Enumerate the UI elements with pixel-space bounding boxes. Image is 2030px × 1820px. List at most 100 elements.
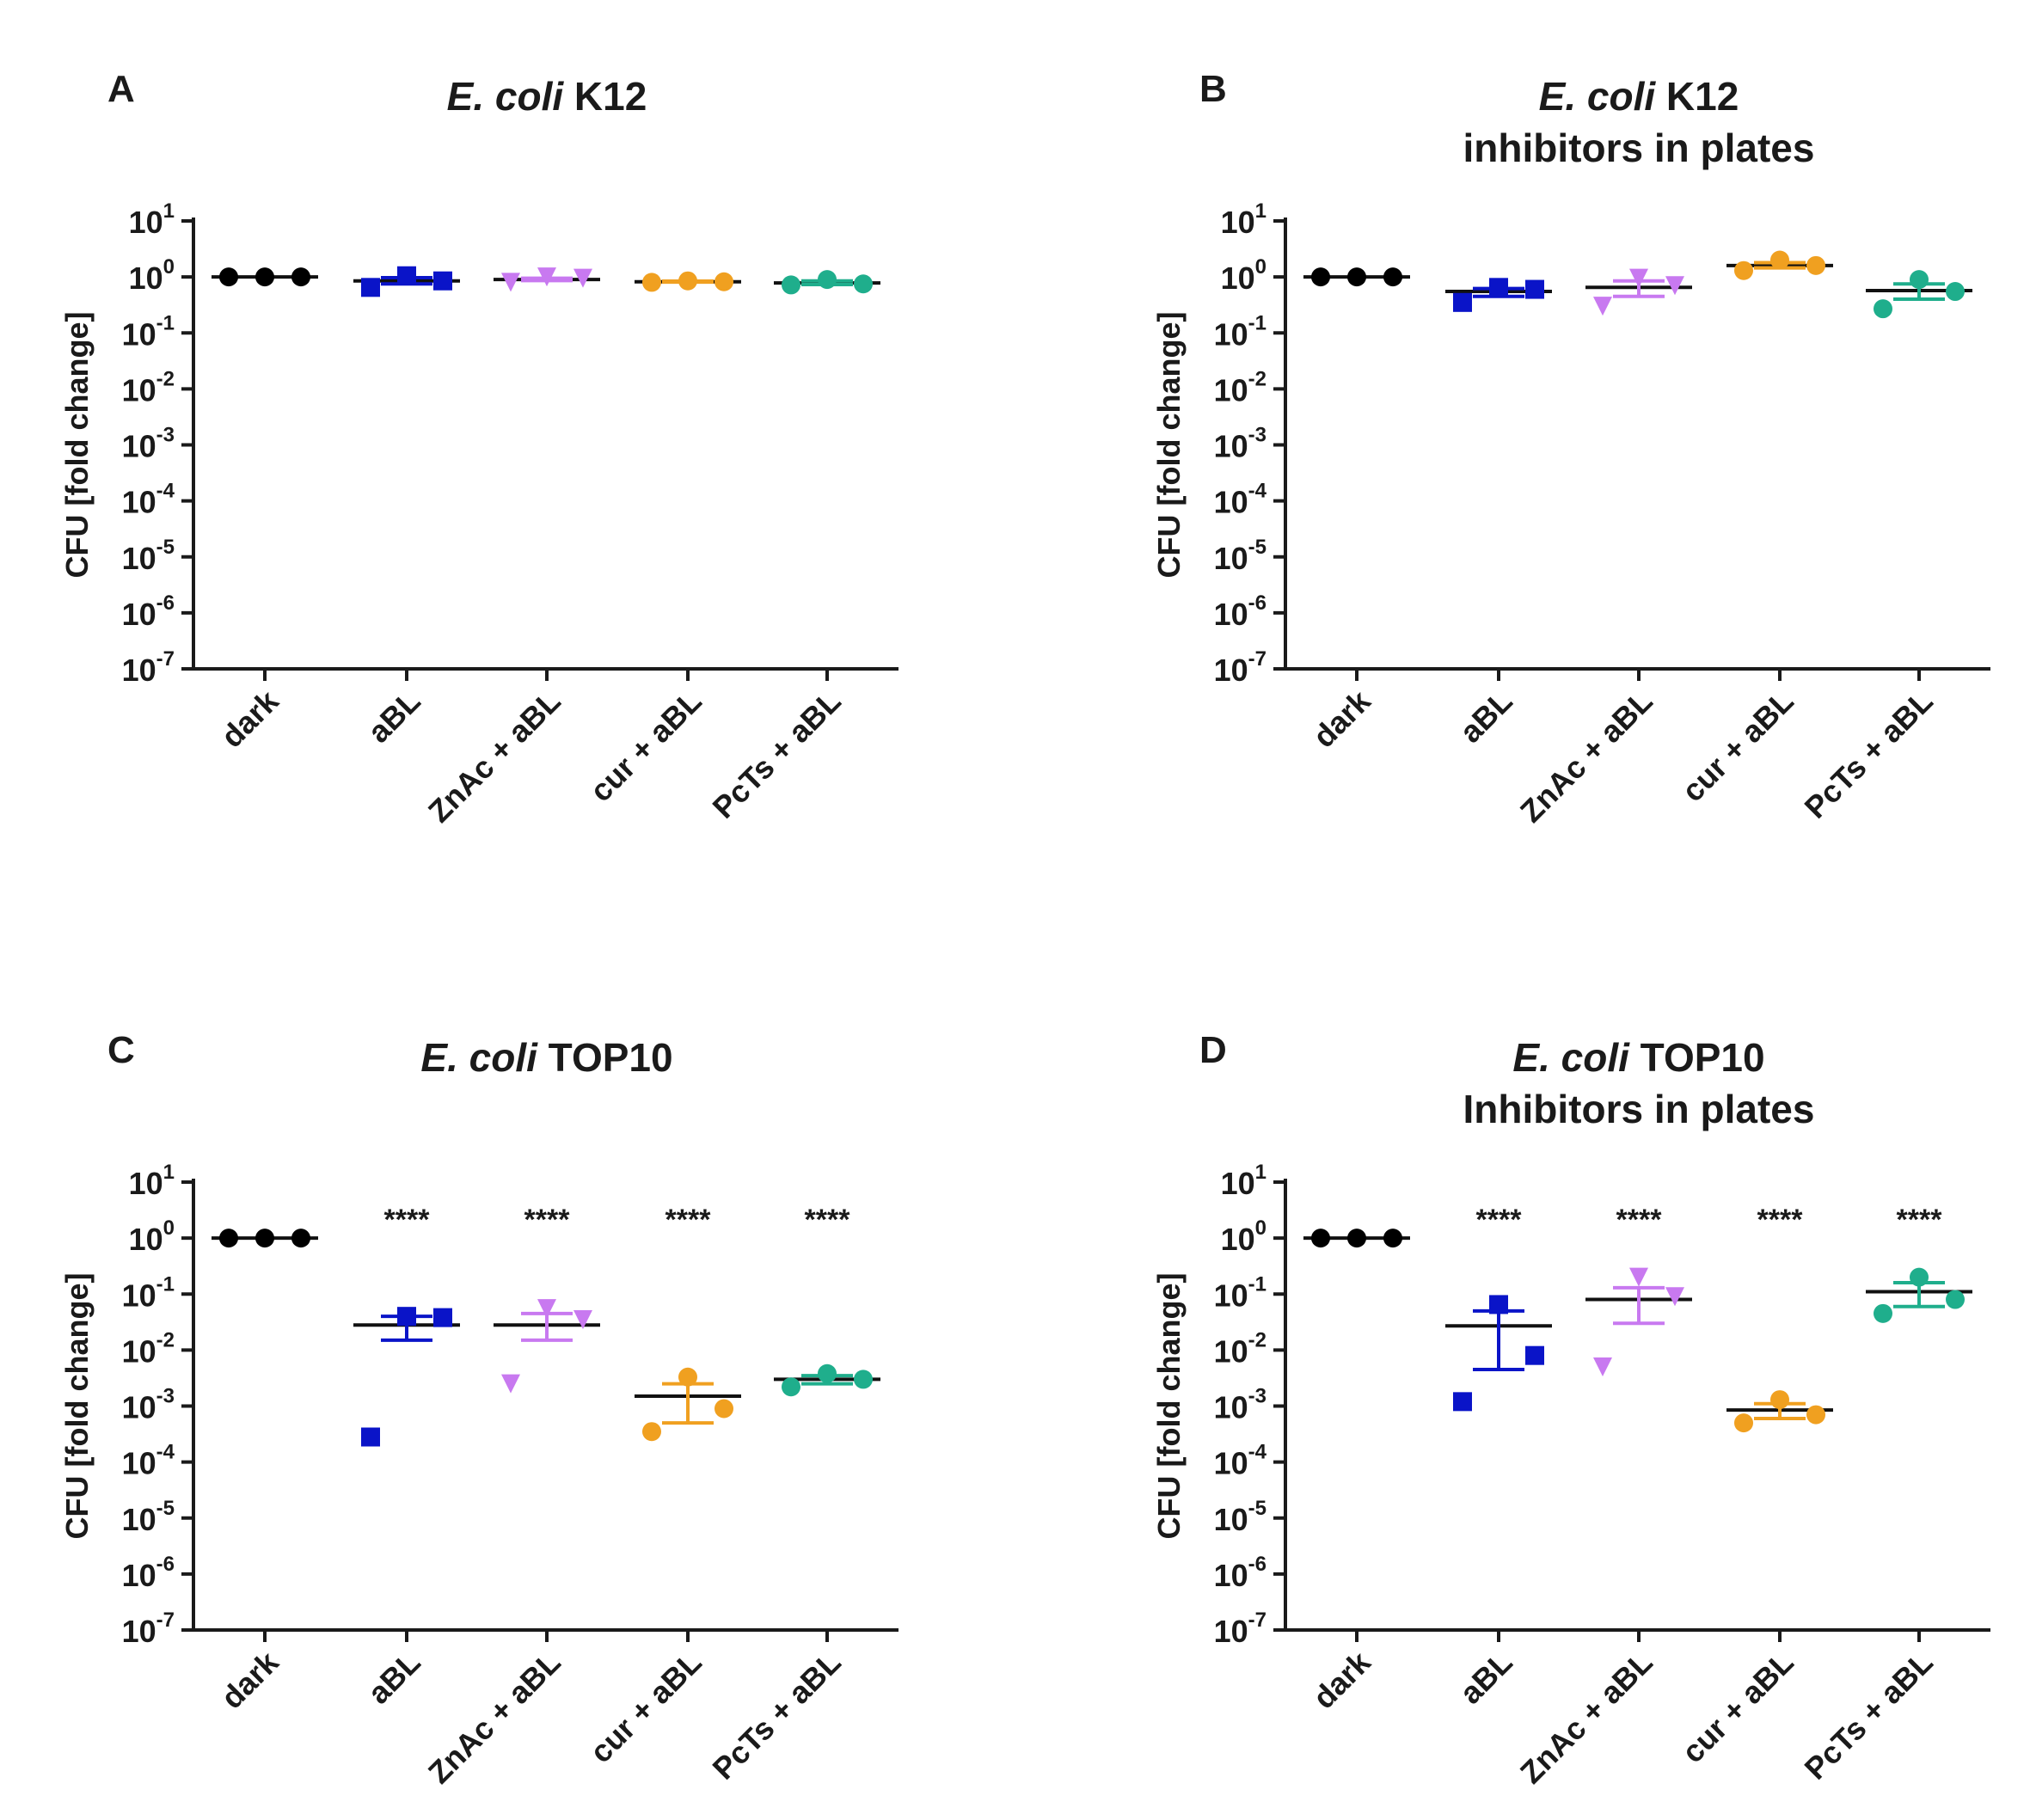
y-tick-exponent: -4 xyxy=(1248,1441,1267,1464)
y-tick-exponent: 1 xyxy=(163,199,175,223)
y-tick-exponent: -3 xyxy=(156,424,175,447)
data-point xyxy=(1806,1405,1825,1425)
data-point xyxy=(573,268,592,288)
data-point xyxy=(1665,276,1684,296)
y-tick-base: 10 xyxy=(129,260,163,296)
y-tick-base: 10 xyxy=(1221,1222,1255,1257)
data-point xyxy=(1874,299,1892,319)
y-tick-exponent: 0 xyxy=(1255,255,1266,279)
title-species: E. coli xyxy=(420,1035,538,1080)
x-tick-label: cur + aBL xyxy=(1675,683,1800,809)
data-point xyxy=(501,1374,520,1394)
panel-d: D E. coli TOP10 Inhibitors in plates CFU [f… xyxy=(1151,1029,1990,1790)
y-tick-exponent: -7 xyxy=(1248,1609,1266,1632)
x-tick-label: ZnAc + aBL xyxy=(1513,1645,1659,1791)
data-point xyxy=(1946,1290,1965,1309)
y-tick-exponent: -6 xyxy=(1248,1553,1266,1576)
x-tick-label: cur + aBL xyxy=(583,1645,708,1770)
x-tick-label: aBL xyxy=(1453,683,1519,750)
y-tick-label: 10-6 xyxy=(122,591,175,632)
y-tick-exponent: -1 xyxy=(1248,1272,1266,1296)
significance-label: **** xyxy=(1757,1204,1804,1236)
y-tick-exponent: -5 xyxy=(1248,536,1266,559)
data-point xyxy=(678,1367,697,1387)
data-point xyxy=(714,272,733,291)
y-axis-label: CFU [fold change] xyxy=(59,1273,95,1540)
y-tick-exponent: -4 xyxy=(156,480,175,503)
y-tick-base: 10 xyxy=(1214,372,1248,408)
y-tick-label: 10-3 xyxy=(1214,424,1266,464)
chart-title: E. coli K12 xyxy=(1539,74,1739,119)
y-axis-label: CFU [fold change] xyxy=(1151,1273,1187,1540)
x-tick-label: ZnAc + aBL xyxy=(421,683,567,830)
data-point xyxy=(255,1229,274,1248)
y-tick-label: 10-5 xyxy=(122,536,175,576)
y-tick-base: 10 xyxy=(1214,485,1248,520)
y-tick-exponent: -1 xyxy=(156,1272,175,1296)
y-tick-base: 10 xyxy=(1214,1502,1248,1537)
data-point xyxy=(1946,282,1965,302)
x-tick-label: dark xyxy=(1306,1644,1377,1715)
y-tick-label: 100 xyxy=(1221,1216,1266,1257)
y-tick-exponent: -7 xyxy=(156,647,175,671)
data-point xyxy=(397,1307,416,1327)
y-tick-label: 10-7 xyxy=(1214,1609,1266,1649)
title-species: E. coli xyxy=(1539,74,1657,119)
y-tick-base: 10 xyxy=(1221,205,1255,240)
y-tick-label: 10-7 xyxy=(1214,647,1266,688)
y-tick-label: 10-1 xyxy=(1214,1272,1266,1313)
y-tick-base: 10 xyxy=(129,205,163,240)
y-tick-base: 10 xyxy=(1214,1333,1248,1369)
y-tick-label: 101 xyxy=(1221,199,1266,240)
y-tick-base: 10 xyxy=(122,429,156,464)
data-point xyxy=(537,1299,556,1319)
data-point xyxy=(1806,255,1825,275)
y-tick-exponent: -6 xyxy=(1248,591,1266,615)
y-tick-label: 10-5 xyxy=(1214,536,1266,576)
significance-label: **** xyxy=(524,1204,571,1236)
y-tick-base: 10 xyxy=(122,316,156,352)
y-tick-base: 10 xyxy=(122,1502,156,1537)
y-tick-exponent: -3 xyxy=(156,1385,175,1408)
data-point xyxy=(1489,278,1508,297)
x-tick-label: ZnAc + aBL xyxy=(1513,683,1659,830)
y-tick-label: 10-2 xyxy=(1214,1328,1266,1369)
data-point xyxy=(219,267,238,287)
significance-label: **** xyxy=(1616,1204,1663,1236)
y-tick-base: 10 xyxy=(1221,260,1255,296)
y-tick-exponent: -2 xyxy=(1248,1328,1266,1351)
data-point xyxy=(1910,1267,1929,1287)
y-tick-exponent: -6 xyxy=(156,591,175,615)
data-point xyxy=(1383,267,1402,287)
y-tick-base: 10 xyxy=(122,597,156,632)
y-tick-base: 10 xyxy=(122,372,156,408)
chart-title: E. coli K12 xyxy=(447,74,647,119)
y-tick-exponent: 0 xyxy=(163,1216,175,1240)
data-point xyxy=(501,273,520,292)
data-point xyxy=(1629,1267,1648,1287)
x-tick-label: cur + aBL xyxy=(1675,1645,1800,1770)
data-point xyxy=(782,275,800,295)
y-tick-exponent: -7 xyxy=(156,1609,175,1632)
x-tick-label: PcTs + aBL xyxy=(706,1645,848,1786)
significance-label: **** xyxy=(1476,1204,1523,1236)
y-tick-exponent: -4 xyxy=(1248,480,1267,503)
x-tick-label: dark xyxy=(214,1644,285,1715)
data-point xyxy=(433,1308,452,1327)
y-tick-base: 10 xyxy=(1214,1558,1248,1593)
y-tick-label: 100 xyxy=(129,255,175,296)
significance-label: **** xyxy=(665,1204,712,1236)
data-point xyxy=(782,1377,800,1397)
y-tick-exponent: -2 xyxy=(1248,367,1266,390)
data-point xyxy=(433,271,452,291)
y-tick-label: 10-5 xyxy=(122,1497,175,1537)
y-tick-exponent: -1 xyxy=(1248,311,1266,334)
y-tick-base: 10 xyxy=(122,1558,156,1593)
y-tick-exponent: -3 xyxy=(1248,1385,1266,1408)
data-point xyxy=(642,273,661,292)
title-species: E. coli xyxy=(1512,1035,1630,1080)
panel-b: B E. coli K12 inhibitors in plates CFU [fol… xyxy=(1151,68,1990,829)
significance-label: **** xyxy=(1897,1204,1943,1236)
data-point xyxy=(573,1309,592,1329)
x-tick-label: cur + aBL xyxy=(583,683,708,809)
